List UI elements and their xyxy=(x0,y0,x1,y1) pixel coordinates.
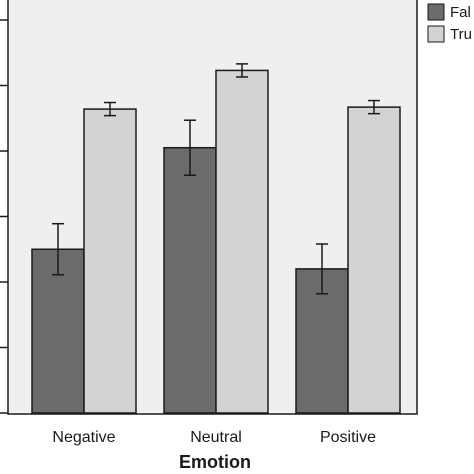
bar-series2 xyxy=(347,106,401,414)
bar-series2 xyxy=(83,108,137,414)
x-axis-tick-labels: Negative Neutral Positive xyxy=(52,429,376,446)
bar-series2 xyxy=(215,69,269,414)
legend: Fal Tru xyxy=(427,3,472,43)
legend-swatch xyxy=(427,25,445,43)
legend-label: Tru xyxy=(450,26,472,43)
legend-swatch xyxy=(427,3,445,21)
bar-series1 xyxy=(163,146,217,414)
bars xyxy=(31,69,401,414)
error-bars xyxy=(52,63,380,295)
legend-label: Fal xyxy=(450,4,471,21)
x-tick-label: Negative xyxy=(52,429,115,446)
x-axis-title: Emotion xyxy=(179,452,251,472)
x-tick-label: Positive xyxy=(320,429,376,446)
bar-series1 xyxy=(31,248,85,414)
x-tick-label: Neutral xyxy=(190,429,242,446)
y-axis-ticks xyxy=(0,19,8,414)
